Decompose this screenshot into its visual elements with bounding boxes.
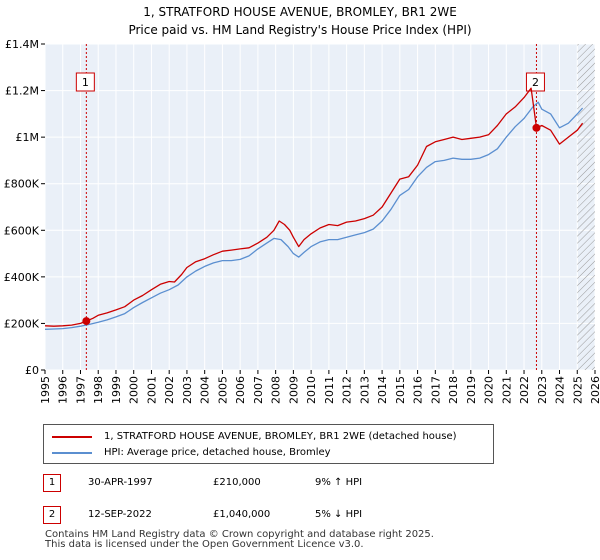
y-tick-label: £1.2M <box>5 85 39 98</box>
hpi-line <box>44 101 584 330</box>
footer: Contains HM Land Registry data © Crown c… <box>45 530 434 550</box>
x-tick-label: 2006 <box>234 376 247 404</box>
x-tick-label: 2013 <box>358 376 371 404</box>
x-tick-label: 2015 <box>394 376 407 404</box>
x-tick-label: 2022 <box>518 376 531 404</box>
y-axis: £0 £200K £400K £600K £800K £1M £1.2M £1.4M <box>4 38 45 377</box>
sale-marker-label: 2 <box>532 76 539 89</box>
y-tick-label: £1M <box>16 131 40 144</box>
table-row: 2 12-SEP-2022 £1,040,000 5% ↓ HPI <box>43 506 483 526</box>
sale-marker-box <box>525 72 545 92</box>
sale-hpi-change: 9% ↑ HPI <box>315 477 363 488</box>
y-tick-label: £800K <box>4 178 40 191</box>
sale-point <box>82 317 91 326</box>
sale-number-badge: 1 <box>43 474 61 492</box>
sale-marker-box <box>75 72 95 92</box>
sale-price: £1,040,000 <box>213 509 271 520</box>
x-tick-label: 1996 <box>57 376 70 404</box>
sale-hpi-change: 5% ↓ HPI <box>315 509 363 520</box>
sale-point <box>532 123 541 132</box>
x-tick-label: 2018 <box>447 376 460 404</box>
x-axis: 1995 1996 1997 1998 1999 2000 2001 2002 2003 2004… <box>39 370 600 404</box>
x-tick-label: 2000 <box>128 376 141 404</box>
x-tick-label: 2024 <box>554 376 567 404</box>
chart-title: 1, STRATFORD HOUSE AVENUE, BROMLEY, BR1 … <box>143 5 457 19</box>
x-tick-label: 2001 <box>145 376 158 404</box>
y-tick-label: £1.4M <box>5 38 39 51</box>
x-tick-label: 2004 <box>199 376 212 404</box>
x-tick-label: 2007 <box>252 376 265 404</box>
y-tick-label: £200K <box>4 317 40 330</box>
y-tick-label: £600K <box>4 224 40 237</box>
x-tick-label: 2008 <box>270 376 283 404</box>
footer-copyright: Contains HM Land Registry data © Crown c… <box>45 529 434 540</box>
footer-license: This data is licensed under the Open Gov… <box>45 539 364 550</box>
sale-marker-label: 1 <box>82 76 89 89</box>
sale-date: 30-APR-1997 <box>88 477 153 488</box>
x-tick-label: 2002 <box>163 376 176 404</box>
forecast-hatch <box>577 44 595 370</box>
sale-points <box>82 123 541 326</box>
y-tick-label: £400K <box>4 271 40 284</box>
x-tick-label: 1999 <box>110 376 123 404</box>
x-tick-label: 2012 <box>341 376 354 404</box>
legend-label-price: 1, STRATFORD HOUSE AVENUE, BROMLEY, BR1 … <box>104 431 457 442</box>
x-tick-label: 2017 <box>429 376 442 404</box>
chart: 1, STRATFORD HOUSE AVENUE, BROMLEY, BR1 … <box>4 5 600 404</box>
x-tick-label: 1995 <box>39 376 52 404</box>
legend: 1, STRATFORD HOUSE AVENUE, BROMLEY, BR1 … <box>43 424 494 464</box>
x-tick-label: 2023 <box>536 376 549 404</box>
chart-subtitle: Price paid vs. HM Land Registry's House … <box>128 23 471 37</box>
legend-swatch-hpi <box>52 452 92 454</box>
legend-swatch-price <box>52 436 92 438</box>
sale-price: £210,000 <box>213 477 261 488</box>
hatch-layer <box>577 44 595 370</box>
series-layer <box>44 87 584 330</box>
x-tick-label: 2005 <box>216 376 229 404</box>
x-tick-label: 2014 <box>376 376 389 404</box>
sale-date: 12-SEP-2022 <box>88 509 152 520</box>
x-tick-label: 2016 <box>412 376 425 404</box>
x-tick-label: 1998 <box>92 376 105 404</box>
y-tick-label: £0 <box>25 364 39 377</box>
plot-area <box>45 44 595 370</box>
x-tick-label: 2009 <box>287 376 300 404</box>
x-tick-label: 2026 <box>589 376 600 404</box>
price-paid-line <box>44 87 584 327</box>
sale-number-badge: 2 <box>43 506 61 524</box>
x-tick-label: 2019 <box>465 376 478 404</box>
legend-label-hpi: HPI: Average price, detached house, Brom… <box>104 447 331 458</box>
x-tick-label: 2025 <box>571 376 584 404</box>
table-row: 1 30-APR-1997 £210,000 9% ↑ HPI <box>43 474 483 494</box>
x-tick-label: 1997 <box>74 376 87 404</box>
x-tick-label: 2021 <box>500 376 513 404</box>
x-tick-label: 2011 <box>323 376 336 404</box>
x-tick-label: 2020 <box>483 376 496 404</box>
x-tick-label: 2003 <box>181 376 194 404</box>
x-tick-label: 2010 <box>305 376 318 404</box>
